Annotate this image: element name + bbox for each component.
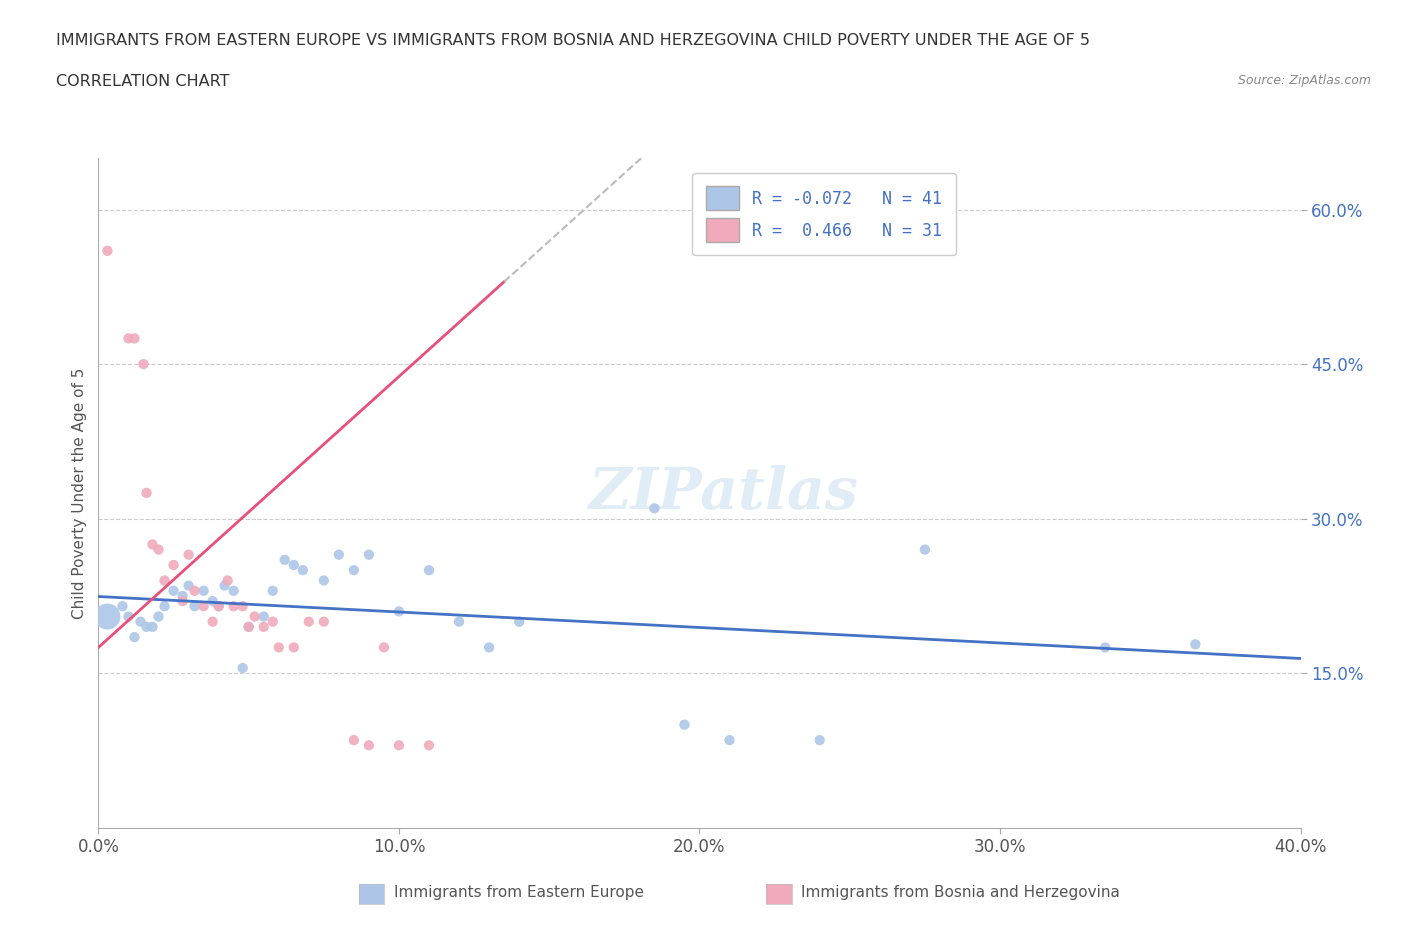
Point xyxy=(214,578,236,593)
Point xyxy=(253,619,276,634)
Point xyxy=(312,573,335,588)
Point xyxy=(808,733,831,748)
Point xyxy=(253,609,276,624)
Text: Immigrants from Eastern Europe: Immigrants from Eastern Europe xyxy=(394,885,644,900)
Point xyxy=(177,547,200,562)
Text: Source: ZipAtlas.com: Source: ZipAtlas.com xyxy=(1237,74,1371,87)
Point xyxy=(1184,637,1206,652)
Point xyxy=(141,537,163,551)
Point xyxy=(508,614,530,629)
Point xyxy=(447,614,470,629)
Point xyxy=(283,558,305,573)
Point xyxy=(343,563,366,578)
Point xyxy=(148,542,170,557)
Point xyxy=(262,583,284,598)
Point xyxy=(373,640,395,655)
Point xyxy=(222,599,245,614)
Point xyxy=(132,357,155,372)
Point xyxy=(183,583,205,598)
Point xyxy=(153,573,176,588)
Point xyxy=(718,733,741,748)
Point xyxy=(124,331,146,346)
Point xyxy=(172,589,194,604)
Text: ZIPatlas: ZIPatlas xyxy=(589,465,859,521)
Point xyxy=(388,737,411,752)
Point xyxy=(201,593,224,608)
Point xyxy=(208,599,231,614)
Point xyxy=(217,573,239,588)
Point xyxy=(232,660,254,675)
Point xyxy=(1094,640,1116,655)
Point xyxy=(148,609,170,624)
Text: IMMIGRANTS FROM EASTERN EUROPE VS IMMIGRANTS FROM BOSNIA AND HERZEGOVINA CHILD P: IMMIGRANTS FROM EASTERN EUROPE VS IMMIGR… xyxy=(56,33,1090,47)
Point xyxy=(193,599,215,614)
Point xyxy=(222,583,245,598)
Point xyxy=(238,619,260,634)
Point xyxy=(283,640,305,655)
Point xyxy=(129,614,152,629)
Point xyxy=(153,599,176,614)
Point xyxy=(124,630,146,644)
Point xyxy=(357,737,380,752)
Point xyxy=(111,599,134,614)
Y-axis label: Child Poverty Under the Age of 5: Child Poverty Under the Age of 5 xyxy=(72,367,87,618)
Point xyxy=(262,614,284,629)
Point xyxy=(357,547,380,562)
Point xyxy=(291,563,314,578)
Point xyxy=(96,609,118,624)
Point xyxy=(117,331,139,346)
Point xyxy=(162,583,184,598)
Point xyxy=(135,485,157,500)
Point xyxy=(117,609,139,624)
Text: Immigrants from Bosnia and Herzegovina: Immigrants from Bosnia and Herzegovina xyxy=(801,885,1121,900)
Point xyxy=(183,599,205,614)
Point xyxy=(243,609,266,624)
Point xyxy=(478,640,501,655)
Legend: R = -0.072   N = 41, R =  0.466   N = 31: R = -0.072 N = 41, R = 0.466 N = 31 xyxy=(692,173,956,256)
Point xyxy=(267,640,290,655)
Point xyxy=(162,558,184,573)
Point xyxy=(201,614,224,629)
Point xyxy=(388,604,411,618)
Text: CORRELATION CHART: CORRELATION CHART xyxy=(56,74,229,89)
Point xyxy=(418,737,440,752)
Point xyxy=(312,614,335,629)
Point xyxy=(96,244,118,259)
Point xyxy=(208,599,231,614)
Point xyxy=(643,501,665,516)
Point xyxy=(232,599,254,614)
Point xyxy=(343,733,366,748)
Point xyxy=(673,717,696,732)
Point xyxy=(238,619,260,634)
Point xyxy=(177,578,200,593)
Point xyxy=(135,619,157,634)
Point xyxy=(141,619,163,634)
Point xyxy=(914,542,936,557)
Point xyxy=(418,563,440,578)
Point xyxy=(193,583,215,598)
Point xyxy=(274,552,297,567)
Point xyxy=(172,593,194,608)
Point xyxy=(328,547,350,562)
Point xyxy=(298,614,321,629)
